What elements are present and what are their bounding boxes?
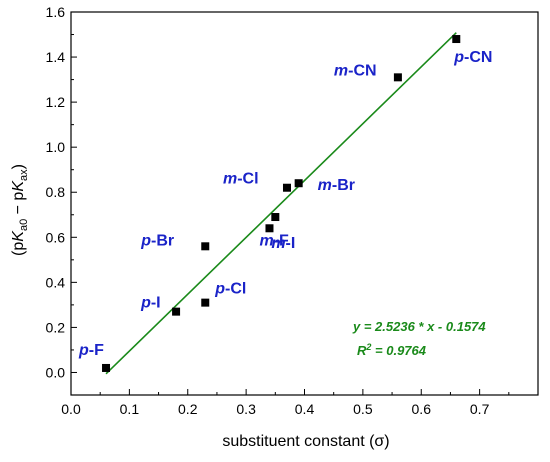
data-point — [201, 298, 210, 307]
x-tick-label: 0.6 — [412, 401, 432, 417]
data-point-label: m-Cl — [223, 171, 259, 188]
y-tick-label: 1.4 — [46, 49, 66, 65]
axis-ticks — [70, 11, 510, 396]
y-axis-label: (pKa0 − pKax) — [10, 164, 30, 256]
data-point — [201, 242, 210, 251]
data-point-label: p-I — [140, 295, 161, 312]
y-tick-label: 1.0 — [46, 139, 66, 155]
y-tick-label: 0.4 — [46, 274, 66, 290]
regression-equation: y = 2.5236 * x - 0.1574 — [352, 319, 486, 334]
y-tick-label: 1.2 — [46, 94, 66, 110]
data-point-label: p-F — [78, 342, 104, 359]
data-point-label: p-CN — [453, 49, 492, 66]
y-tick-label: 0.6 — [46, 229, 66, 245]
data-point — [102, 363, 111, 372]
data-point — [393, 73, 402, 82]
data-point-label: p-Br — [140, 232, 174, 249]
x-tick-label: 0.0 — [61, 401, 81, 417]
data-point — [271, 213, 280, 222]
x-tick-label: 0.4 — [295, 401, 315, 417]
x-tick-label: 0.1 — [120, 401, 140, 417]
x-tick-label: 0.7 — [470, 401, 490, 417]
data-point-label: m-F — [259, 232, 289, 249]
plot-frame — [70, 11, 539, 396]
data-point-label: m-Br — [318, 177, 355, 194]
y-tick-label: 1.6 — [46, 4, 66, 20]
regression-line — [105, 32, 457, 375]
data-point-label: m-I — [271, 235, 295, 252]
data-point — [172, 307, 181, 316]
data-point — [282, 183, 291, 192]
y-tick-label: 0.0 — [46, 364, 66, 380]
data-point — [294, 179, 303, 188]
x-tick-label: 0.3 — [236, 401, 256, 417]
data-point-label: p-Cl — [214, 281, 246, 298]
data-points — [102, 35, 461, 372]
y-tick-labels: 0.0 0.2 0.4 0.6 0.8 1.0 1.2 1.4 1.6 — [46, 4, 66, 380]
data-point-labels: p-F p-I p-Cl p-Br m-Fm-I m-Cl m-Br m-CN p-CN — [78, 49, 492, 359]
y-tick-label: 0.2 — [46, 319, 66, 335]
y-tick-label: 0.8 — [46, 184, 66, 200]
x-tick-label: 0.5 — [353, 401, 373, 417]
r-squared-label: R2 = 0.9764 — [357, 342, 427, 358]
data-point-label: m-CN — [334, 62, 377, 79]
data-point — [452, 35, 461, 44]
x-tick-labels: 0.0 0.1 0.2 0.3 0.4 0.5 0.6 0.7 — [61, 401, 489, 417]
x-tick-label: 0.2 — [178, 401, 198, 417]
x-axis-label: substituent constant (σ) — [222, 433, 389, 450]
data-point — [265, 224, 274, 233]
